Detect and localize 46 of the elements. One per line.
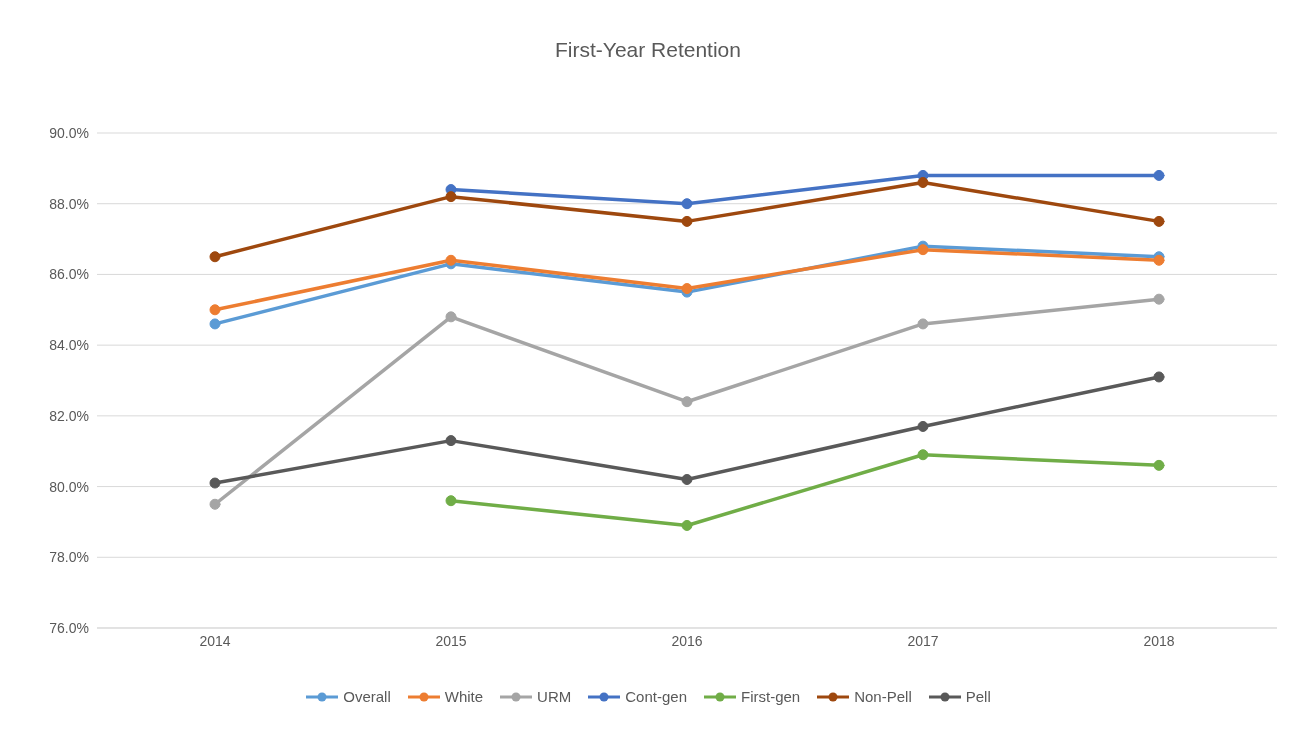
legend-label: Cont-gen	[625, 688, 687, 705]
x-tick-label: 2015	[435, 632, 467, 649]
point	[209, 304, 221, 316]
point	[1153, 215, 1165, 227]
legend-label: Pell	[965, 688, 991, 705]
point	[445, 495, 457, 507]
point	[209, 477, 221, 489]
x-tick-label: 2017	[907, 632, 939, 649]
x-tick-label: 2018	[1143, 632, 1175, 649]
point	[681, 519, 693, 531]
point	[917, 177, 929, 188]
legend-label: Non-Pell	[854, 688, 912, 705]
point	[917, 449, 929, 461]
point	[1153, 371, 1165, 383]
point	[209, 251, 221, 263]
point	[1153, 169, 1165, 181]
legend-label: White	[444, 688, 484, 705]
y-tick-label: 82.0%	[49, 407, 89, 424]
point	[681, 215, 693, 227]
chart-title: First-Year Retention	[554, 38, 742, 62]
y-tick-label: 84.0%	[49, 337, 89, 354]
point	[917, 420, 929, 432]
point	[445, 254, 457, 266]
y-tick-label: 90.0%	[49, 124, 89, 141]
y-tick-label: 86.0%	[49, 266, 89, 283]
point	[1153, 293, 1165, 305]
x-tick-label: 2016	[671, 632, 703, 649]
point	[209, 498, 221, 510]
point	[1153, 459, 1165, 471]
legend-label: First-gen	[741, 688, 801, 705]
y-tick-label: 80.0%	[49, 478, 89, 495]
point	[681, 474, 693, 485]
point	[917, 244, 929, 256]
x-tick-label: 2014	[199, 632, 231, 649]
point	[681, 198, 693, 210]
legend-label: Overall	[343, 688, 391, 705]
point	[445, 311, 457, 323]
legend-label: URM	[537, 688, 572, 705]
y-tick-label: 78.0%	[49, 549, 89, 566]
y-tick-label: 88.0%	[49, 195, 89, 212]
point	[445, 435, 457, 447]
y-tick-label: 76.0%	[49, 619, 89, 636]
point	[445, 191, 457, 203]
point	[209, 318, 221, 330]
point	[681, 396, 693, 408]
point	[917, 318, 929, 330]
